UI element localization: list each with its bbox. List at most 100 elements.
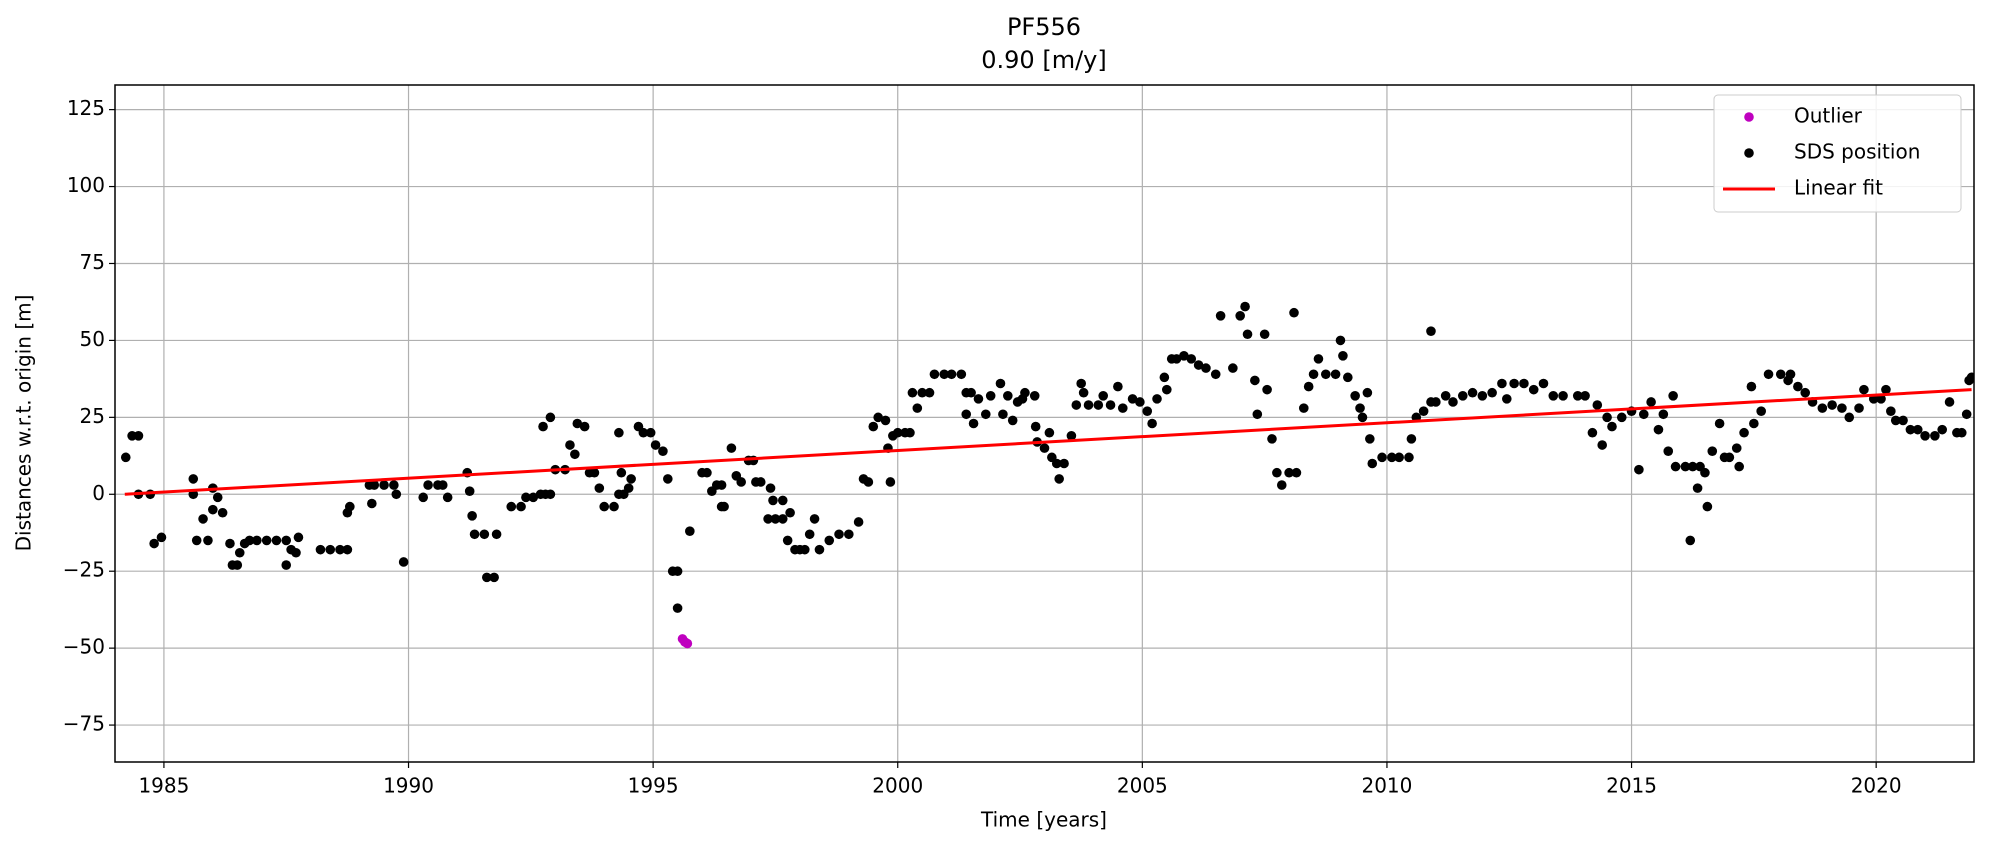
point (834, 529, 844, 540)
point (1898, 415, 1908, 426)
point (1240, 301, 1250, 312)
point (579, 421, 590, 432)
point (1367, 458, 1378, 469)
point (1448, 397, 1458, 407)
point (702, 467, 712, 478)
legend-box (1713, 94, 1962, 213)
point (905, 427, 915, 438)
point (1303, 381, 1314, 392)
point (335, 544, 345, 555)
point (1127, 394, 1138, 404)
point (1152, 394, 1162, 404)
point (1680, 461, 1691, 472)
point (1487, 387, 1497, 398)
point (342, 544, 353, 555)
point (1003, 391, 1013, 401)
point (565, 440, 575, 450)
point (1051, 458, 1062, 469)
point (946, 369, 957, 380)
point (1044, 427, 1055, 438)
point (1587, 427, 1598, 438)
point (369, 480, 380, 490)
point (516, 501, 526, 512)
point (917, 387, 927, 398)
legend-label: Outlier (1794, 104, 1863, 128)
point (1431, 397, 1441, 407)
point (1313, 354, 1324, 364)
point (616, 467, 627, 478)
point (1859, 384, 1869, 395)
point (1426, 326, 1436, 336)
point (768, 495, 778, 506)
point (1320, 369, 1331, 380)
point (1844, 412, 1855, 423)
point (1920, 431, 1930, 441)
legend-label: Linear fit (1794, 176, 1883, 200)
point (777, 495, 788, 506)
point (892, 427, 903, 438)
point (506, 501, 517, 512)
point (1291, 467, 1302, 478)
point (1113, 381, 1123, 392)
point (1886, 406, 1896, 416)
point (1538, 378, 1549, 389)
point (1235, 310, 1245, 321)
point (663, 474, 673, 484)
point (521, 492, 531, 503)
point (1083, 400, 1094, 410)
point (1714, 418, 1725, 429)
point (367, 498, 377, 509)
point (1700, 467, 1710, 478)
point (1335, 335, 1346, 346)
point (939, 369, 950, 380)
plot-area (120, 301, 1974, 649)
point (1692, 483, 1703, 493)
point (609, 501, 619, 512)
point (1937, 424, 1948, 435)
point (1098, 391, 1109, 401)
point (1171, 354, 1182, 364)
x-tick-label: 2015 (1606, 774, 1657, 798)
point (1135, 397, 1145, 407)
point (467, 511, 477, 521)
point (645, 427, 656, 438)
y-tick-label: 125 (67, 96, 105, 120)
point (572, 418, 583, 429)
point (1602, 412, 1612, 423)
point (1837, 403, 1847, 413)
point (1827, 400, 1837, 410)
point (281, 535, 292, 546)
point (325, 544, 336, 555)
point (1308, 369, 1319, 380)
y-tick-label: 75 (80, 250, 105, 274)
point (293, 532, 304, 543)
point (1890, 415, 1901, 426)
point (442, 492, 453, 503)
point (1105, 400, 1116, 410)
point (315, 544, 326, 555)
point (1800, 387, 1811, 398)
point (1440, 391, 1451, 401)
point (1685, 535, 1696, 546)
point (188, 474, 199, 484)
point (1267, 434, 1277, 444)
point (1250, 375, 1260, 386)
point (782, 535, 793, 546)
point (389, 480, 399, 490)
point (1597, 440, 1607, 450)
point (1117, 403, 1128, 413)
y-axis-label: Distances w.r.t. origin [m] (12, 295, 36, 552)
point (1509, 378, 1519, 389)
point (995, 378, 1006, 389)
point (716, 480, 727, 490)
chart-subtitle: 0.90 [m/y] (981, 46, 1106, 74)
point (1066, 431, 1077, 441)
x-tick-label: 2020 (1851, 774, 1902, 798)
point (1365, 434, 1375, 444)
point (1252, 409, 1263, 420)
point (1607, 421, 1617, 432)
point (271, 535, 282, 546)
x-tick-label: 2010 (1361, 774, 1412, 798)
point (1159, 372, 1170, 383)
